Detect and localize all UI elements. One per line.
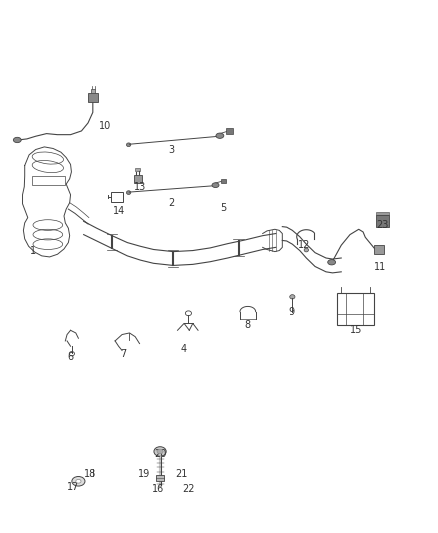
Text: 20: 20 (154, 449, 166, 458)
Text: 4: 4 (181, 344, 187, 354)
Text: 9: 9 (288, 306, 294, 317)
Text: 13: 13 (134, 182, 147, 192)
Text: 7: 7 (120, 349, 126, 359)
Ellipse shape (216, 133, 224, 139)
Bar (88, 93, 98, 102)
Text: 1: 1 (30, 246, 36, 255)
Text: 19: 19 (138, 469, 150, 479)
Text: 17: 17 (67, 482, 79, 491)
Bar (135, 168, 141, 171)
Text: 22: 22 (182, 484, 194, 494)
Ellipse shape (290, 295, 295, 299)
Ellipse shape (76, 479, 81, 483)
Bar (376, 212, 389, 215)
Bar (221, 179, 226, 183)
Ellipse shape (127, 191, 131, 195)
Ellipse shape (72, 477, 85, 486)
Bar (337, 293, 374, 325)
Bar (32, 176, 65, 184)
Text: 2: 2 (168, 198, 174, 208)
Ellipse shape (13, 138, 21, 143)
Bar (111, 192, 123, 201)
Bar (376, 215, 389, 227)
Ellipse shape (154, 447, 166, 456)
Bar (134, 175, 142, 182)
Bar (374, 245, 384, 254)
Bar (91, 89, 95, 93)
Text: 3: 3 (168, 144, 174, 155)
Text: 8: 8 (244, 320, 251, 330)
Bar (155, 475, 164, 481)
Text: 10: 10 (99, 120, 112, 131)
Text: 18: 18 (84, 469, 96, 479)
Text: 5: 5 (220, 203, 226, 213)
Text: 6: 6 (67, 352, 74, 362)
Text: 16: 16 (152, 484, 164, 494)
Text: 11: 11 (374, 262, 387, 271)
Text: 14: 14 (113, 206, 125, 216)
Ellipse shape (157, 449, 163, 454)
Ellipse shape (328, 260, 336, 265)
Text: 23: 23 (377, 220, 389, 230)
Ellipse shape (304, 248, 308, 252)
Text: 21: 21 (176, 469, 188, 479)
Text: 12: 12 (298, 240, 311, 250)
Ellipse shape (212, 183, 219, 188)
Text: 15: 15 (350, 325, 363, 335)
Bar (226, 128, 233, 134)
Ellipse shape (127, 143, 131, 147)
